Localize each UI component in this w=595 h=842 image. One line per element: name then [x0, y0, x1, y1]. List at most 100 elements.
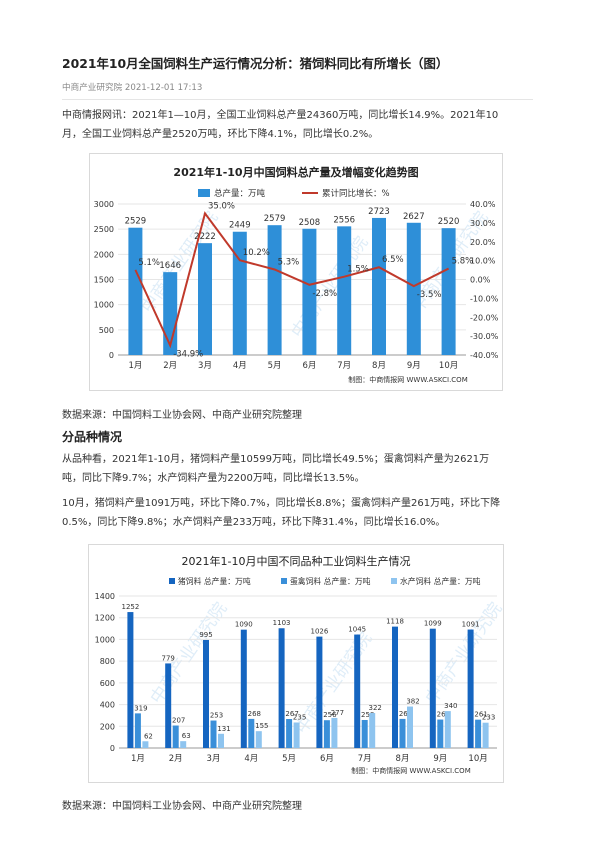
bar-series-3	[407, 706, 413, 748]
bar-value-label: 268	[248, 710, 261, 718]
article-date: 2021-12-01 17:13	[124, 83, 203, 93]
bar-series-2	[437, 719, 444, 748]
intro-line-1: 中商情报网讯：2021年1—10月，全国工业饲料总产量24360万吨，同比增长1…	[62, 110, 499, 121]
line-value-label: 5.1%	[138, 258, 160, 268]
chart-variety-output: 中商产业研究院 中商产业研究院 中商产业研究院 2021年1-10月中国不同品种工业饲…	[88, 544, 504, 783]
y-right-tick-label: -10.0%	[470, 294, 499, 303]
bar-output	[302, 228, 317, 355]
bar-value-label: 258	[361, 711, 374, 719]
bar-output	[128, 227, 143, 355]
legend-label: 水产饲料 总产量：万吨	[400, 576, 481, 586]
article-source[interactable]: 中商产业研究院	[62, 83, 123, 93]
bar-value-label: 2723	[368, 207, 390, 217]
x-tick-label: 4月	[233, 361, 247, 371]
legend-swatch	[169, 578, 175, 584]
y-tick-label: 1000	[95, 635, 115, 644]
bar-value-label: 131	[217, 725, 230, 733]
bar-series-2	[172, 725, 179, 748]
y-tick-label: 200	[100, 722, 115, 731]
x-tick-label: 5月	[268, 361, 282, 371]
chart-total-output-svg: 中商产业研究院中商产业研究院中商产业研究院2021年1-10月中国饲料总产量及增…	[94, 165, 499, 384]
bar-value-label: 1646	[159, 261, 181, 271]
bar-value-label: 322	[369, 704, 382, 712]
intro-paragraph: 中商情报网讯：2021年1—10月，全国工业饲料总产量24360万吨，同比增长1…	[62, 106, 534, 144]
y-right-tick-label: 40.0%	[470, 200, 496, 209]
bar-output	[198, 243, 212, 355]
line-value-label: -3.5%	[417, 290, 442, 300]
article-title: 2021年10月全国饲料生产运行情况分析：猪饲料同比有所增长（图）	[62, 56, 449, 71]
bar-value-label: 256	[323, 711, 337, 719]
bar-series-1	[203, 639, 209, 748]
x-tick-label: 7月	[358, 754, 372, 764]
october-paragraph: 10月，猪饲料产量1091万吨，环比下降0.7%，同比增长8.8%；蛋禽饲料产量…	[62, 494, 534, 532]
chart-credit: 制图：中商情报网 WWW.ASKCI.COM	[351, 766, 470, 775]
bar-value-label: 340	[444, 702, 457, 710]
bar-series-1	[392, 626, 398, 748]
legend-swatch	[281, 578, 287, 584]
y-right-tick-label: 10.0%	[470, 257, 496, 266]
y-left-tick-label: 0	[109, 351, 114, 360]
bar-series-2	[475, 719, 482, 748]
y-right-tick-label: -30.0%	[470, 332, 499, 341]
x-tick-label: 7月	[337, 361, 351, 371]
bar-value-label: 1252	[121, 603, 139, 611]
line-value-label: 5.8%	[452, 257, 474, 267]
line-value-label: -34.9%	[173, 349, 203, 359]
bar-value-label: 207	[172, 717, 185, 725]
bar-series-2	[248, 718, 255, 748]
bar-series-3	[293, 722, 300, 748]
x-tick-label: 3月	[207, 754, 221, 764]
bar-series-2	[210, 720, 217, 748]
watermark-text: 中商产业研究院	[288, 233, 373, 342]
x-tick-label: 8月	[396, 754, 410, 764]
bar-series-2	[399, 718, 406, 748]
bar-output	[441, 228, 456, 355]
bar-value-label: 995	[199, 631, 212, 639]
x-tick-label: 9月	[407, 361, 421, 371]
bar-value-label: 1103	[273, 619, 291, 627]
bar-output	[267, 225, 282, 355]
bar-value-label: 2627	[403, 212, 425, 222]
line-value-label: 5.3%	[278, 257, 300, 267]
line-value-label: 10.2%	[243, 248, 270, 258]
x-tick-label: 1月	[131, 754, 145, 764]
bar-series-1	[127, 612, 134, 748]
variety-line-2: 吨，同比下降9.7%；水产饲料产量为2200万吨，同比增长13.5%。	[62, 473, 365, 484]
x-tick-label: 6月	[302, 361, 316, 371]
variety-line-1: 从品种看，2021年1-10月，猪饲料产量10599万吨，同比增长49.5%；蛋…	[62, 454, 490, 465]
y-right-tick-label: 30.0%	[470, 219, 496, 228]
y-tick-label: 1400	[95, 592, 115, 601]
intro-line-2: 月，全国工业饲料总产量2520万吨，环比下降4.1%，同比增长0.2%。	[62, 129, 379, 140]
bar-output	[337, 226, 352, 355]
bar-output	[372, 217, 386, 355]
chart-title: 2021年1-10月中国饲料总产量及增幅变化趋势图	[173, 165, 418, 179]
x-tick-label: 2月	[169, 754, 183, 764]
bar-series-3	[482, 722, 489, 748]
bar-series-2	[134, 713, 141, 748]
data-source-2: 数据来源：中国饲料工业协会网、中商产业研究院整理	[62, 801, 302, 812]
line-value-label: -2.8%	[312, 289, 337, 299]
bar-series-1	[316, 636, 323, 748]
y-left-tick-label: 3000	[94, 200, 114, 209]
bar-value-label: 267	[285, 710, 298, 718]
bar-value-label: 1118	[386, 618, 404, 626]
bar-value-label: 62	[144, 732, 153, 740]
bar-value-label: 268	[399, 710, 412, 718]
legend-label: 蛋禽饲料 总产量：万吨	[290, 576, 371, 586]
bar-series-3	[331, 717, 338, 748]
bar-value-label: 233	[482, 714, 495, 722]
bar-series-3	[369, 713, 376, 748]
bar-value-label: 63	[182, 732, 191, 740]
data-source-1: 数据来源：中国饲料工业协会网、中商产业研究院整理	[62, 410, 302, 421]
bar-series-1	[467, 629, 474, 748]
bar-value-label: 277	[331, 709, 344, 717]
bar-value-label: 253	[210, 712, 223, 720]
y-left-tick-label: 500	[99, 326, 114, 335]
bar-value-label: 779	[162, 654, 175, 662]
y-right-tick-label: 0.0%	[470, 276, 491, 285]
line-value-label: 1.5%	[347, 265, 369, 275]
watermark-text: 中商产业研究院	[147, 599, 232, 708]
chart-title: 2021年1-10月中国不同品种工业饲料生产情况	[182, 554, 411, 568]
legend-swatch	[391, 578, 397, 584]
bar-value-label: 2556	[333, 215, 355, 225]
